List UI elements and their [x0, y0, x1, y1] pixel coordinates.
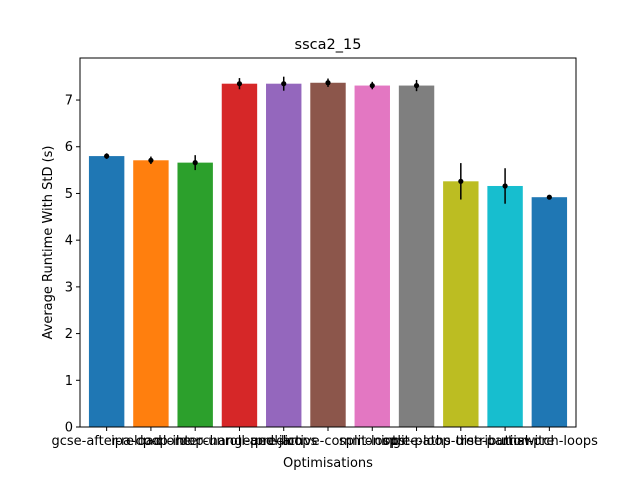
mean-marker-unswitch-loops: [546, 194, 552, 200]
bar-ipa-cp-clone: [133, 160, 169, 427]
bar-loop-interchange: [177, 162, 213, 427]
y-axis: 0 1 2 3 4 5 6 7: [65, 94, 80, 436]
error-bars-layer: [104, 76, 552, 204]
bar-tree-partial-pre: [487, 185, 523, 427]
y-axis-title: Average Runtime With StD (s): [41, 145, 56, 339]
mean-marker-split-loops: [369, 82, 375, 89]
bar-tree-loop-distribution: [443, 181, 479, 427]
x-tick-label: peel-loops: [250, 434, 317, 449]
y-tick-label: 7: [65, 94, 73, 109]
x-axis-title: Optimisations: [283, 456, 373, 471]
bar-loop-unroll-and-jam: [221, 83, 258, 427]
x-tick-label: predictive-commoning: [255, 434, 401, 449]
mean-marker-loop-unroll-and-jam: [236, 81, 243, 87]
x-tick-label: split-paths: [382, 434, 451, 449]
x-axis: gcse-after-reloadipa-cp-cloneloop-interc…: [51, 427, 598, 449]
mean-marker-loop-interchange: [192, 160, 198, 166]
x-tick-label: gcse-after-reload: [51, 434, 161, 449]
mean-marker-tree-partial-pre: [502, 183, 508, 189]
bar-unswitch-loops: [531, 197, 568, 427]
bars-layer: [88, 82, 568, 427]
mean-marker-tree-loop-distribution: [458, 178, 464, 184]
bar-split-paths: [398, 85, 435, 427]
x-tick-label: unswitch-loops: [501, 434, 598, 449]
bar-split-loops: [354, 85, 390, 427]
bar-predictive-commoning: [310, 82, 346, 427]
x-tick-label: split-loops: [339, 434, 406, 449]
x-tick-label: tree-partial-pre: [456, 434, 555, 449]
y-tick-label: 6: [65, 140, 73, 155]
x-tick-label: loop-unroll-and-jam: [176, 434, 303, 449]
y-tick-label: 4: [65, 234, 73, 249]
y-tick-label: 1: [65, 374, 73, 389]
chart-title: ssca2_15: [295, 37, 362, 53]
x-tick-label: tree-loop-distribution: [392, 434, 529, 449]
y-tick-label: 3: [65, 280, 73, 295]
mean-marker-gcse-after-reload: [104, 153, 110, 159]
y-tick-label: 5: [65, 187, 73, 202]
y-tick-label: 2: [65, 327, 73, 342]
bar-peel-loops: [266, 83, 302, 427]
mean-marker-peel-loops: [281, 81, 287, 87]
bar-gcse-after-reload: [88, 156, 125, 427]
y-tick-label: 0: [65, 421, 73, 436]
mean-marker-split-paths: [413, 82, 420, 89]
x-tick-label: ipa-cp-clone: [111, 434, 191, 449]
x-tick-label: loop-interchange: [140, 434, 250, 449]
mean-marker-predictive-commoning: [325, 80, 331, 86]
mean-marker-ipa-cp-clone: [148, 157, 154, 163]
